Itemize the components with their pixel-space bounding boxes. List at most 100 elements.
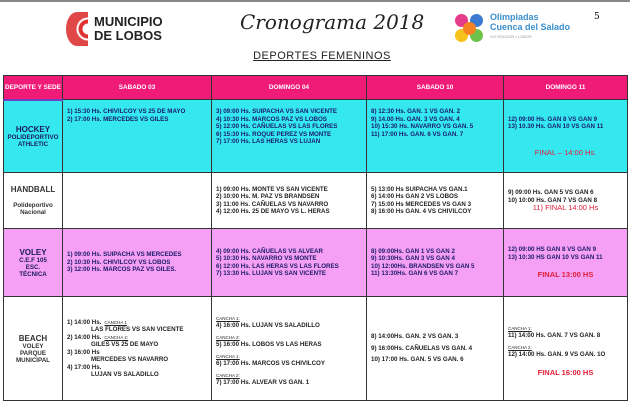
match-line: 10) 10:00 Hs. GAN 7 VS GAN 8 xyxy=(508,196,598,204)
schedule-cell: 5) 13:00 Hs SUIPACHA VS GAN.1 6) 14:00 Hs… xyxy=(366,172,504,229)
top-border xyxy=(0,0,630,2)
match-line: 4) 12:00 Hs. 25 DE MAYO VS L. HERAS xyxy=(216,208,330,215)
municipio-logo: MUNICIPIO DE LOBOS xyxy=(66,12,163,46)
venue-line: ESC. xyxy=(25,263,41,271)
venue-line: ATHLETIC xyxy=(17,140,49,148)
venue-line xyxy=(4,194,62,202)
schedule-cell: 3) 09:00 Hs. SUIPACHA VS SAN VICENTE 4) 1… xyxy=(211,99,367,173)
match-line: 9) 10:30Hs. GAN 3 VS GAN 4 xyxy=(371,255,455,262)
court-label: CANCHA 2: xyxy=(216,372,240,378)
match-line: 9) 09:00 Hs. GAN 5 VS GAN 6 xyxy=(508,189,594,197)
final-match: FINAL – 14:00 Hs. xyxy=(534,147,597,157)
page-subtitle: DEPORTES FEMENINOS xyxy=(253,50,391,62)
match-time: 2) 14:00 Hs. xyxy=(67,333,102,341)
schedule-cell: 9) 09:00 Hs. GAN 5 VS GAN 6 10) 10:00 Hs.… xyxy=(503,172,628,229)
sport-cell: HOCKEY POLIDEPORTIVO ATHLETIC xyxy=(3,99,63,173)
match-line: 6) 14:00 Hs GAN 2 VS LOBOS xyxy=(371,193,458,200)
venue-line: POLIDEPORTIVO xyxy=(7,133,59,141)
schedule-cell: 8) 12:30 Hs. GAN. 1 VS GAN. 2 9) 14.00 Hs… xyxy=(366,99,504,173)
schedule-cell: 4) 09:00 Hs. CAÑUELAS VS ALVEAR 5) 10:30 … xyxy=(211,228,367,297)
court-label: CANCHA 2: xyxy=(216,334,240,340)
column-header: DOMINGO 11 xyxy=(503,75,628,100)
match-line: 8) 14:00Hs. GAN. 2 VS GAN. 3 xyxy=(371,333,459,341)
table-row: BEACH VOLEY PARQUE MUNICIPAL 1) 14:00 Hs. CAN… xyxy=(3,296,628,401)
court-label: CANCHA 2: xyxy=(104,334,129,340)
schedule-cell: CANCHA 1: 11) 14:00 Hs. GAN. 7 VS GAN. 8 C… xyxy=(503,296,628,401)
olimpiadas-line1: Olimpiadas xyxy=(490,12,539,22)
match-line: LUJAN VS SALADILLO xyxy=(91,371,159,378)
sport-cell: HANDBALL Polideportivo Nacional xyxy=(3,172,63,229)
match-line: 2) 10:30 Hs. CHIVILCOY VS LOBOS xyxy=(67,258,171,266)
table-row: HOCKEY POLIDEPORTIVO ATHLETIC 1) 15:30 Hs. … xyxy=(3,99,628,173)
sport-name: HANDBALL xyxy=(10,185,56,194)
table-row: VOLEY C.E.F 105 ESC. TÉCNICA 1) 09:00 Hs. SU… xyxy=(3,228,628,297)
match-line: 11) 17:00 Hs. GAN. 6 VS GAN. 7 xyxy=(371,130,464,138)
olimpiadas-sub: XVI EDICION • LOBOS xyxy=(490,34,532,39)
olimpiadas-line2: Cuenca del Salado xyxy=(490,22,571,32)
column-header: DOMINGO 04 xyxy=(211,75,367,100)
page-title: Cronograma 2018 xyxy=(240,10,425,34)
sport-cell: VOLEY C.E.F 105 ESC. TÉCNICA xyxy=(3,228,63,297)
match-line: 6) 15:30 Hs. ROQUE PEREZ VS MONTE xyxy=(216,130,332,138)
match-line: 10) 17:00 Hs. GAN. 5 VS GAN. 6 xyxy=(371,356,464,364)
column-header: SABADO 10 xyxy=(366,75,504,100)
match-line: 4) 09:00 Hs. CAÑUELAS VS ALVEAR xyxy=(216,247,323,255)
match-line: 5) 16:00 Hs. LOBOS VS LAS HERAS xyxy=(216,341,322,348)
venue-line: VOLEY xyxy=(22,342,44,350)
match-line: 3) 16:00 Hs xyxy=(67,348,100,356)
match-line: LAS FLORES VS SAN VICENTE xyxy=(91,326,184,333)
match-line: 3) 12:00 Hs. MARCOS PAZ VS GILES. xyxy=(67,266,177,274)
match-line: 6) 12:00 Hs. LAS HERAS VS LAS FLORES xyxy=(216,262,339,270)
page-number: 5 xyxy=(594,12,600,22)
match-line: 1) 09:00 Hs. MONTE VS SAN VICENTE xyxy=(216,185,328,193)
match-line: 4) 10:30 Hs. MARCOS PAZ VS LOBOS xyxy=(216,115,327,123)
match-line: 1) 15:30 Hs. CHIVILCOY VS 25 DE MAYO xyxy=(67,108,186,115)
match-line: 6) 17:00 Hs. MARCOS VS CHIVILCOY xyxy=(216,360,325,367)
schedule-cell: 12) 09:00 Hs. GAN 8 VS GAN 9 13) 10.30 Hs… xyxy=(503,99,628,173)
court-label: CANCHA 1: xyxy=(216,353,240,359)
match-line: 3) 09:00 Hs. SUIPACHA VS SAN VICENTE xyxy=(216,108,338,115)
match-line: 8) 12:30 Hs. GAN. 1 VS GAN. 2 xyxy=(371,108,461,115)
sun-emblem-icon xyxy=(66,12,88,46)
match-line: 12) 14:00 Hs. GAN. 9 VS GAN. 1O xyxy=(508,351,606,359)
venue-line: MUNICIPAL xyxy=(16,356,50,364)
court-label: CANCHA 2: xyxy=(508,344,532,350)
match-line: 5) 13:00 Hs SUIPACHA VS GAN.1 xyxy=(371,185,468,193)
venue-line: Polideportivo xyxy=(13,202,53,209)
match-line: 2) 10:00 Hs. M. PAZ VS BRANDSEN xyxy=(216,193,320,200)
venue-line: TÉCNICA xyxy=(19,270,47,278)
venue-line: PARQUE xyxy=(19,349,46,357)
match-line: 13) 10.30 Hs. GAN 10 VS GAN 11 xyxy=(508,123,604,131)
court-label: CANCHA 1 xyxy=(104,319,127,325)
sport-cell: BEACH VOLEY PARQUE MUNICIPAL xyxy=(3,296,63,401)
match-line: 2) 17:00 Hs. MERCEDES VS GILES xyxy=(67,115,169,123)
match-line: 7) 17:00 Hs. LAS HERAS VS LUJAN xyxy=(216,138,321,145)
column-header: DEPORTE Y SEDE xyxy=(3,75,63,101)
match-line: 10) 12:00Hs. BRANDSEN VS GAN 5 xyxy=(371,262,475,270)
match-line: 7) 13:30 Hs. LUJAN VS SAN VICENTE xyxy=(216,270,327,277)
schedule-cell: CANCHA 1: 4) 16:00 Hs. LUJAN VS SALADILLO… xyxy=(211,296,367,401)
match-line: 12) 09:00 HS GAN 8 VS GAN 9 xyxy=(508,246,597,254)
venue-line: Nacional xyxy=(20,209,46,216)
match-line: 7) 17:00 Hs. ALVEAR VS GAN. 1 xyxy=(216,379,310,386)
match-line: 3) 11:00 Hs. CAÑUELAS VS NAVARRO xyxy=(216,200,329,208)
final-match: FINAL 16:00 HS xyxy=(537,367,594,377)
court-label: CANCHA 1: xyxy=(216,315,240,321)
match-line: 11) 13:30Hs. GAN 6 VS GAN 7 xyxy=(371,270,459,277)
sport-name: VOLEY xyxy=(19,247,47,257)
match-line: 9) 16:00Hs. CAÑUELAS VS GAN. 4 xyxy=(371,344,473,352)
table-row: HANDBALL Polideportivo Nacional 1) 09:00 Hs… xyxy=(3,172,628,229)
header-row: DEPORTE Y SEDE SABADO 03 DOMINGO 04 SABA… xyxy=(3,75,628,101)
schedule-cell: 8) 14:00Hs. GAN. 2 VS GAN. 3 9) 16:00Hs. … xyxy=(366,296,504,401)
schedule-cell: 12) 09:00 HS GAN 8 VS GAN 9 13) 10:30 HS … xyxy=(503,228,628,297)
match-line: 4) 16:00 Hs. LUJAN VS SALADILLO xyxy=(216,322,320,329)
olimpiadas-logo: Olimpiadas Cuenca del Salado XVI EDICION •… xyxy=(455,12,570,46)
schedule-cell xyxy=(62,172,212,229)
match-line: 5) 10:30 Hs. NAVARRO VS MONTE xyxy=(216,255,317,262)
match-line: 8) 09:00Hs. GAN 1 VS GAN 2 xyxy=(371,247,455,255)
final-match: 11) FINAL 14:00 Hs xyxy=(532,203,599,213)
match-line: 4) 17:00 Hs. xyxy=(67,363,102,371)
court-label: CANCHA 1: xyxy=(508,325,532,331)
match-line: GILES VS 25 DE MAYO xyxy=(91,341,159,348)
match-line: 12) 09:00 Hs. GAN 8 VS GAN 9 xyxy=(508,115,598,123)
